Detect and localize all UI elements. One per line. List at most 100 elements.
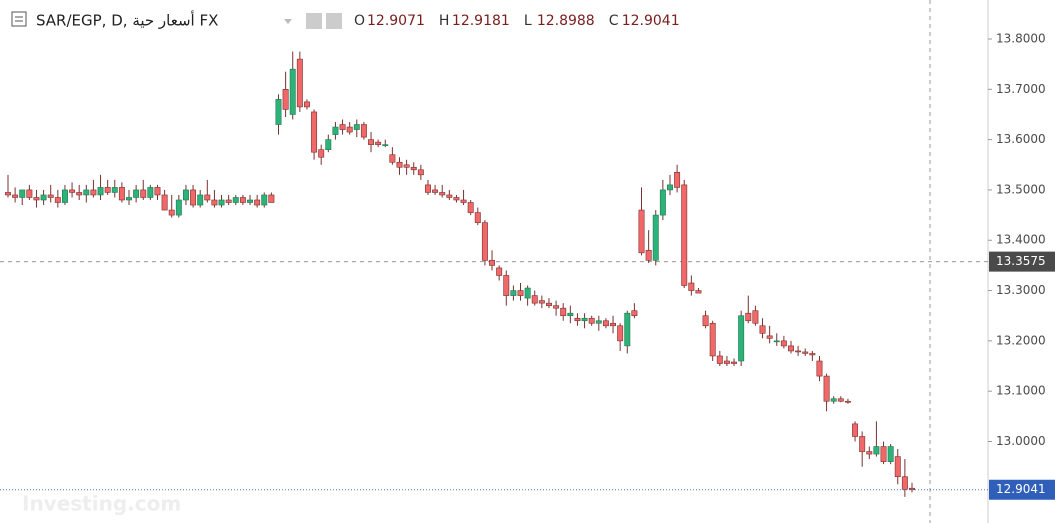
candle-body [261, 194, 268, 206]
candle-body [489, 260, 496, 266]
candle-body [168, 209, 175, 216]
candle-body [795, 350, 802, 353]
y-tick-label: 13.5000 [996, 182, 1046, 196]
watermark: Investing.com [22, 492, 181, 516]
candle-body [830, 398, 837, 402]
candle-body [852, 423, 859, 437]
settings-icon[interactable] [326, 13, 342, 29]
candle-body [624, 312, 631, 347]
candle-body [752, 310, 759, 324]
candle-body [901, 476, 908, 490]
candle-body [474, 212, 481, 223]
candle-body [531, 295, 538, 304]
candle-body [353, 124, 360, 130]
candle-body [424, 184, 431, 193]
candle-body [759, 325, 766, 334]
candle-body [631, 310, 638, 317]
candle-body [723, 360, 730, 364]
candle-body [439, 192, 446, 196]
crosshair-badge [989, 251, 1055, 272]
candle-body [389, 154, 396, 163]
candle-body [731, 361, 738, 364]
candle-body [410, 166, 417, 171]
y-tick-label: 13.1000 [996, 384, 1046, 398]
collapse-icon[interactable] [11, 11, 27, 27]
candle-body [325, 139, 332, 150]
y-tick-label: 13.3000 [996, 283, 1046, 297]
candle-body [844, 400, 851, 403]
candle-body [546, 302, 552, 306]
candle-body [453, 197, 460, 201]
candle-body [275, 99, 282, 125]
ohlc-value: 12.8988 [537, 13, 595, 29]
candle-body [182, 189, 189, 201]
candle-body [417, 169, 424, 176]
candle-body [652, 214, 659, 261]
candle-body [510, 290, 517, 296]
candle-body [823, 375, 830, 402]
dropdown-arrow[interactable] [284, 19, 292, 24]
candle-body [517, 290, 524, 296]
ohlc-label: L [524, 13, 532, 29]
candle-body [588, 317, 595, 324]
candle-body [610, 322, 617, 327]
ohlc-label: H [439, 13, 450, 29]
candle-body [837, 398, 844, 402]
candle-body [83, 189, 90, 196]
y-tick-label: 13.0000 [996, 434, 1046, 448]
candle-body [688, 282, 695, 291]
eye-icon[interactable] [306, 13, 322, 29]
candle-body [90, 189, 97, 196]
y-tick-label: 13.4000 [996, 233, 1046, 247]
candle-body [97, 187, 104, 196]
candle-body [709, 322, 716, 357]
candle-body [667, 184, 673, 191]
candle-body [574, 317, 581, 322]
candle-body [780, 340, 787, 347]
ohlc-label: C [609, 13, 619, 29]
crosshair-price-label: 13.3575 [996, 254, 1046, 268]
ohlc-value: 12.9041 [622, 13, 680, 29]
candle-body [303, 101, 310, 108]
candle-body [133, 189, 140, 198]
candle-body [460, 199, 467, 203]
candle-body [403, 164, 410, 168]
y-tick-label: 13.8000 [996, 31, 1046, 45]
candle-body [197, 194, 204, 206]
candle-body [282, 89, 289, 110]
candle-body [866, 451, 873, 455]
candle-body [346, 126, 353, 133]
candle-body [446, 194, 453, 198]
candle-body [161, 194, 168, 211]
candle-body [766, 335, 773, 339]
ohlc-value: 12.9181 [452, 13, 510, 29]
candle-body [247, 199, 253, 203]
symbol-title: SAR/EGP, D, أسعار حية FX [36, 11, 218, 30]
candle-body [268, 194, 275, 203]
ohlc-label: O [354, 13, 365, 29]
candle-body [524, 287, 531, 299]
candle-body [859, 436, 866, 452]
candle-body [481, 222, 488, 261]
candle-body [368, 139, 374, 145]
candle-body [296, 58, 303, 108]
candle-body [154, 187, 161, 196]
y-tick-label: 13.7000 [996, 82, 1046, 96]
header: SAR/EGP, D, أسعار حية FX [11, 11, 342, 30]
candle-body [382, 144, 389, 146]
candle-body [339, 124, 346, 130]
candle-body [111, 187, 118, 193]
candle-body [560, 307, 567, 317]
candle-body [894, 456, 901, 478]
candle-body [5, 192, 11, 196]
candle-body [318, 149, 325, 158]
candle-body [147, 187, 154, 198]
candle-body [467, 202, 474, 213]
candle-body [496, 267, 503, 276]
candle-body [602, 320, 609, 327]
candle-body [880, 446, 887, 462]
candle-body [104, 187, 111, 193]
candle-body [581, 317, 588, 322]
